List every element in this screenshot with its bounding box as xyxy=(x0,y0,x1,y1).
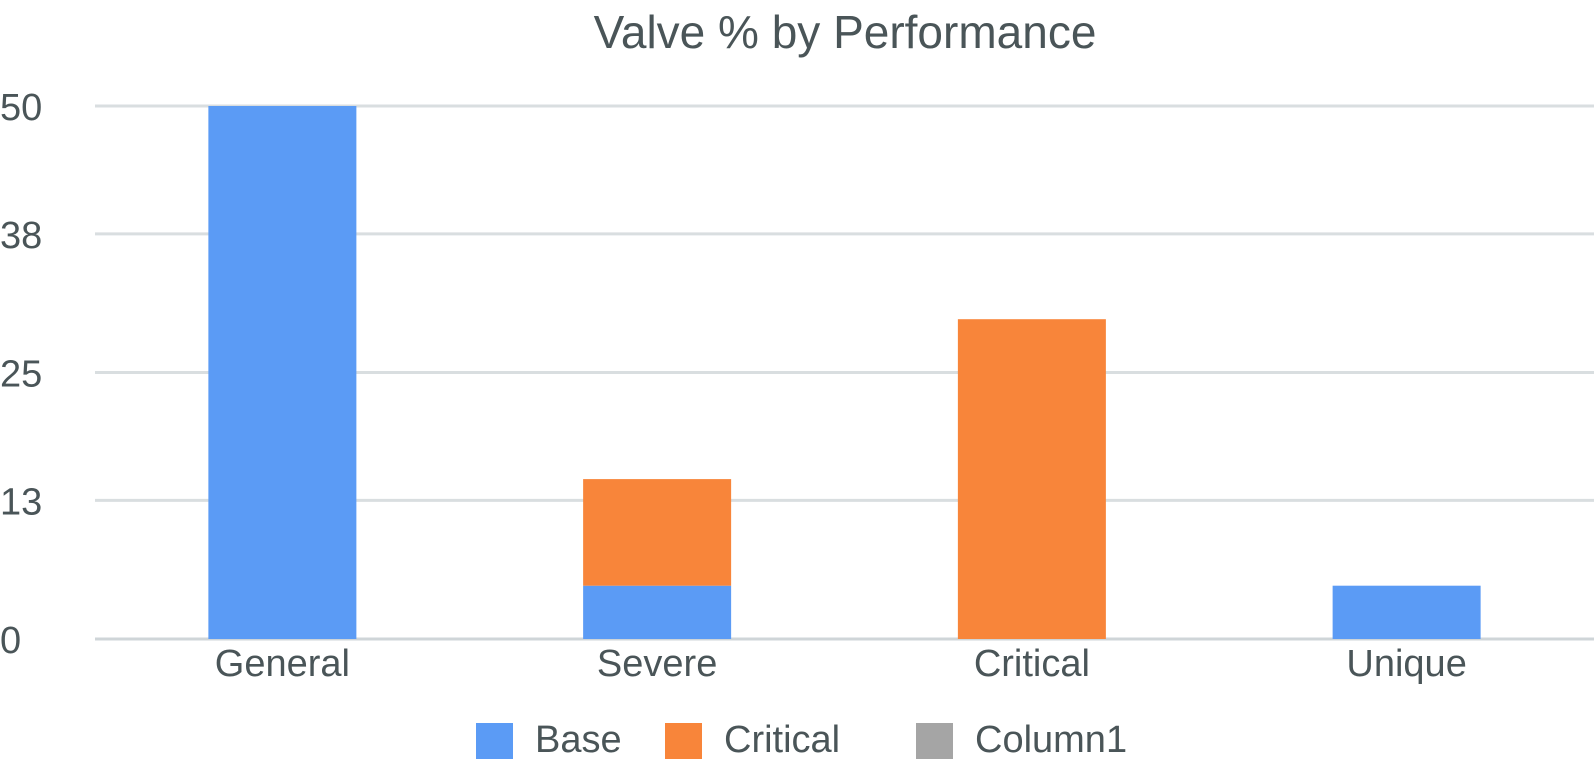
x-tick-label: General xyxy=(215,643,350,685)
y-tick-label: 38 xyxy=(0,215,42,257)
bar-base-severe xyxy=(583,585,732,639)
legend-label-critical: Critical xyxy=(724,719,840,761)
x-tick-label: Severe xyxy=(597,643,717,685)
bars xyxy=(208,106,1481,639)
y-tick-label: 0 xyxy=(0,620,21,662)
bar-critical-critical xyxy=(957,319,1106,639)
x-tick-label: Critical xyxy=(974,643,1090,685)
legend-swatch-base xyxy=(476,723,513,759)
x-tick-label: Unique xyxy=(1346,643,1466,685)
y-axis-ticks: 0 13 25 38 50 xyxy=(0,87,42,662)
x-axis-ticks: General Severe Critical Unique xyxy=(215,643,1467,685)
legend-swatch-column1 xyxy=(916,723,953,759)
y-tick-label: 13 xyxy=(0,481,42,523)
y-tick-label: 25 xyxy=(0,354,42,396)
bar-base-general xyxy=(208,106,357,639)
bar-critical-severe xyxy=(583,479,732,586)
legend-label-column1: Column1 xyxy=(975,719,1127,761)
y-tick-label: 50 xyxy=(0,87,42,129)
legend-label-base: Base xyxy=(535,719,622,761)
bar-base-unique xyxy=(1332,585,1481,639)
chart-title: Valve % by Performance xyxy=(594,6,1097,58)
legend-swatch-critical xyxy=(665,723,702,759)
legend: Base Critical Column1 xyxy=(476,719,1127,761)
